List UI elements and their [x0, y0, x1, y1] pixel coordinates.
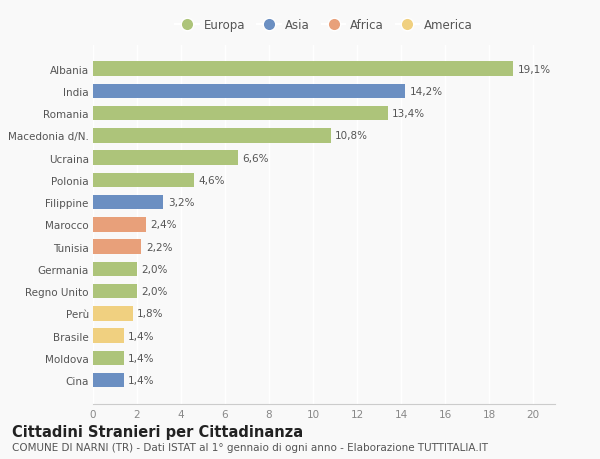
Text: 1,8%: 1,8%	[137, 309, 163, 319]
Bar	[93, 218, 146, 232]
Text: 14,2%: 14,2%	[410, 87, 443, 96]
Text: 3,2%: 3,2%	[168, 198, 194, 207]
Text: 6,6%: 6,6%	[242, 153, 269, 163]
Bar	[93, 240, 142, 254]
Bar	[93, 307, 133, 321]
Text: 2,2%: 2,2%	[146, 242, 172, 252]
Bar	[93, 173, 194, 188]
Bar	[93, 84, 406, 99]
Text: Cittadini Stranieri per Cittadinanza: Cittadini Stranieri per Cittadinanza	[12, 425, 303, 440]
Bar	[93, 196, 163, 210]
Text: 10,8%: 10,8%	[335, 131, 368, 141]
Text: 1,4%: 1,4%	[128, 375, 155, 386]
Bar	[93, 351, 124, 365]
Text: 4,6%: 4,6%	[199, 175, 225, 185]
Bar	[93, 106, 388, 121]
Text: 2,0%: 2,0%	[142, 286, 168, 297]
Text: 19,1%: 19,1%	[518, 64, 551, 74]
Legend: Europa, Asia, Africa, America: Europa, Asia, Africa, America	[170, 14, 478, 36]
Text: 13,4%: 13,4%	[392, 109, 425, 119]
Bar	[93, 129, 331, 143]
Bar	[93, 262, 137, 277]
Text: 1,4%: 1,4%	[128, 331, 155, 341]
Bar	[93, 373, 124, 388]
Bar	[93, 62, 513, 77]
Bar	[93, 151, 238, 166]
Text: COMUNE DI NARNI (TR) - Dati ISTAT al 1° gennaio di ogni anno - Elaborazione TUTT: COMUNE DI NARNI (TR) - Dati ISTAT al 1° …	[12, 442, 488, 452]
Bar	[93, 329, 124, 343]
Text: 2,4%: 2,4%	[150, 220, 176, 230]
Text: 2,0%: 2,0%	[142, 264, 168, 274]
Text: 1,4%: 1,4%	[128, 353, 155, 363]
Bar	[93, 284, 137, 299]
